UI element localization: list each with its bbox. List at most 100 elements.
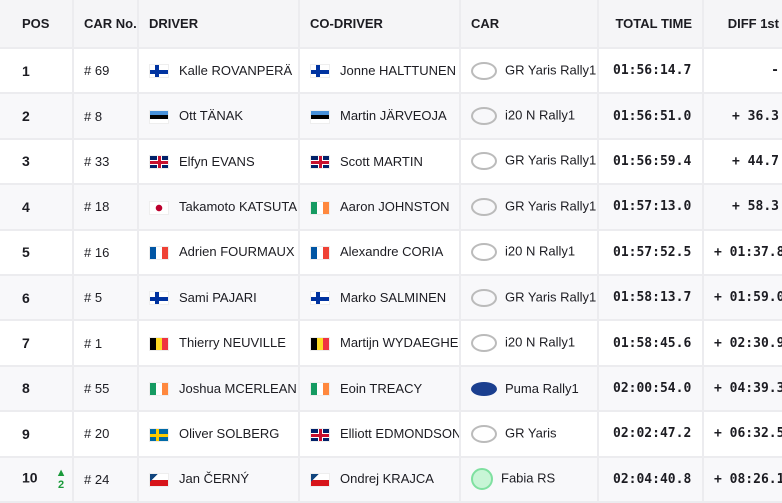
table-row[interactable]: 3 # 33 Elfyn EVANS Scott MARTIN GR Yaris… (0, 138, 782, 186)
position: 9 (22, 425, 30, 442)
driver-name[interactable]: Sami PAJARI (179, 289, 257, 305)
driver-cell[interactable]: Sami PAJARI (138, 274, 300, 322)
flag-cz-icon (149, 472, 169, 487)
car-cell: GR Yaris Rally1 (460, 48, 599, 95)
header-pos[interactable]: POS (0, 0, 74, 49)
table-row[interactable]: 9 # 20 Oliver SOLBERG Elliott EDMONDSON … (0, 411, 782, 458)
header-car[interactable]: CAR (460, 0, 599, 49)
diff-first: + 01:37.8 (703, 229, 782, 276)
co-driver-cell[interactable]: Alexandre CORIA (299, 229, 461, 276)
diff-first: + 01:59.0 (703, 274, 782, 322)
toyota-logo-icon (471, 61, 497, 80)
car-cell: GR Yaris (460, 411, 599, 458)
diff-first: - (703, 48, 782, 95)
car-number: # 55 (73, 365, 139, 413)
co-driver-cell[interactable]: Scott MARTIN (299, 138, 461, 186)
position: 7 (22, 335, 30, 352)
car-model: GR Yaris Rally1 (505, 62, 597, 78)
co-driver-cell[interactable]: Marko SALMINEN (299, 274, 461, 322)
driver-cell[interactable]: Elfyn EVANS (138, 138, 300, 186)
table-row[interactable]: 5 # 16 Adrien FOURMAUX Alexandre CORIA i… (0, 229, 782, 276)
co-driver-cell[interactable]: Eoin TREACY (299, 365, 461, 413)
hyundai-logo-icon (471, 107, 497, 126)
driver-cell[interactable]: Thierry NEUVILLE (138, 320, 300, 367)
table-row[interactable]: 10 ▲ 2 # 24 Jan ČERNÝ Ondrej KRAJCA Fabia … (0, 456, 782, 503)
driver-name[interactable]: Adrien FOURMAUX (179, 244, 295, 260)
co-driver-name[interactable]: Alexandre CORIA (340, 244, 444, 260)
pos-cell: 4 (0, 184, 74, 231)
co-driver-cell[interactable]: Jonne HALTTUNEN (299, 48, 461, 95)
driver-name[interactable]: Takamoto KATSUTA (179, 199, 297, 215)
car-cell: GR Yaris Rally1 (460, 138, 599, 186)
car-model: GR Yaris Rally1 (505, 152, 597, 168)
header-co-driver[interactable]: CO-DRIVER (299, 0, 461, 49)
car-model: GR Yaris Rally1 (505, 289, 597, 305)
table-row[interactable]: 2 # 8 Ott TÄNAK Martin JÄRVEOJA i20 N Ra… (0, 93, 782, 140)
co-driver-name[interactable]: Aaron JOHNSTON (340, 199, 450, 215)
header-diff[interactable]: DIFF 1st (703, 0, 782, 49)
driver-name[interactable]: Ott TÄNAK (179, 108, 244, 124)
flag-ee-icon (149, 109, 169, 124)
table-row[interactable]: 6 # 5 Sami PAJARI Marko SALMINEN GR Yari… (0, 274, 782, 322)
car-number: # 20 (73, 411, 139, 458)
position: 8 (22, 380, 30, 397)
header-total-time[interactable]: TOTAL TIME (598, 0, 704, 49)
co-driver-cell[interactable]: Martijn WYDAEGHE (299, 320, 461, 367)
car-cell: GR Yaris Rally1 (460, 184, 599, 231)
header-row: POS CAR No. DRIVER CO-DRIVER CAR TOTAL T… (0, 0, 782, 49)
co-driver-name[interactable]: Scott MARTIN (340, 153, 423, 169)
car-model: i20 N Rally1 (505, 243, 576, 259)
co-driver-name[interactable]: Marko SALMINEN (340, 289, 447, 305)
driver-cell[interactable]: Jan ČERNÝ (138, 456, 300, 503)
driver-cell[interactable]: Kalle ROVANPERÄ (138, 48, 300, 95)
co-driver-cell[interactable]: Elliott EDMONDSON (299, 411, 461, 458)
diff-first: + 04:39.3 (703, 365, 782, 413)
co-driver-cell[interactable]: Aaron JOHNSTON (299, 184, 461, 231)
co-driver-name[interactable]: Jonne HALTTUNEN (340, 62, 457, 78)
driver-name[interactable]: Jan ČERNÝ (179, 471, 250, 487)
table-row[interactable]: 1 # 69 Kalle ROVANPERÄ Jonne HALTTUNEN G… (0, 48, 782, 95)
diff-first: + 58.3 (703, 184, 782, 231)
co-driver-name[interactable]: Elliott EDMONDSON (340, 426, 460, 442)
driver-cell[interactable]: Joshua MCERLEAN (138, 365, 300, 413)
total-time: 01:58:13.7 (598, 274, 704, 322)
position: 10 (22, 469, 38, 486)
flag-fi-icon (310, 291, 330, 306)
toyota-logo-icon (471, 424, 497, 443)
flag-fr-icon (310, 246, 330, 261)
driver-name[interactable]: Joshua MCERLEAN (179, 380, 297, 396)
diff-first: + 44.7 (703, 138, 782, 186)
co-driver-cell[interactable]: Ondrej KRAJCA (299, 456, 461, 503)
table-row[interactable]: 8 # 55 Joshua MCERLEAN Eoin TREACY Puma … (0, 365, 782, 413)
header-driver[interactable]: DRIVER (138, 0, 300, 49)
car-number: # 33 (73, 138, 139, 186)
driver-name[interactable]: Elfyn EVANS (179, 153, 255, 169)
diff-first: + 36.3 (703, 93, 782, 140)
driver-cell[interactable]: Takamoto KATSUTA (138, 184, 300, 231)
driver-name[interactable]: Kalle ROVANPERÄ (179, 62, 293, 78)
flag-jp-icon (149, 200, 169, 215)
driver-cell[interactable]: Adrien FOURMAUX (138, 229, 300, 276)
co-driver-name[interactable]: Martin JÄRVEOJA (340, 108, 447, 124)
header-car-no[interactable]: CAR No. (73, 0, 139, 49)
flag-fi-icon (149, 291, 169, 306)
co-driver-name[interactable]: Ondrej KRAJCA (340, 471, 434, 487)
pos-cell: 6 (0, 274, 74, 322)
table-row[interactable]: 7 # 1 Thierry NEUVILLE Martijn WYDAEGHE … (0, 320, 782, 367)
co-driver-name[interactable]: Eoin TREACY (340, 380, 423, 396)
flag-ee-icon (310, 109, 330, 124)
driver-name[interactable]: Oliver SOLBERG (179, 426, 280, 442)
driver-name[interactable]: Thierry NEUVILLE (179, 335, 286, 351)
pos-cell: 8 (0, 365, 74, 413)
table-row[interactable]: 4 # 18 Takamoto KATSUTA Aaron JOHNSTON G… (0, 184, 782, 231)
pos-cell: 1 (0, 48, 74, 95)
total-time: 01:56:59.4 (598, 138, 704, 186)
driver-cell[interactable]: Oliver SOLBERG (138, 411, 300, 458)
position: 1 (22, 62, 30, 79)
position-change: 2 (57, 479, 65, 492)
co-driver-cell[interactable]: Martin JÄRVEOJA (299, 93, 461, 140)
co-driver-name[interactable]: Martijn WYDAEGHE (340, 335, 459, 351)
car-model: Fabia RS (501, 470, 556, 486)
position-gain: ▲ 2 (56, 467, 67, 491)
driver-cell[interactable]: Ott TÄNAK (138, 93, 300, 140)
